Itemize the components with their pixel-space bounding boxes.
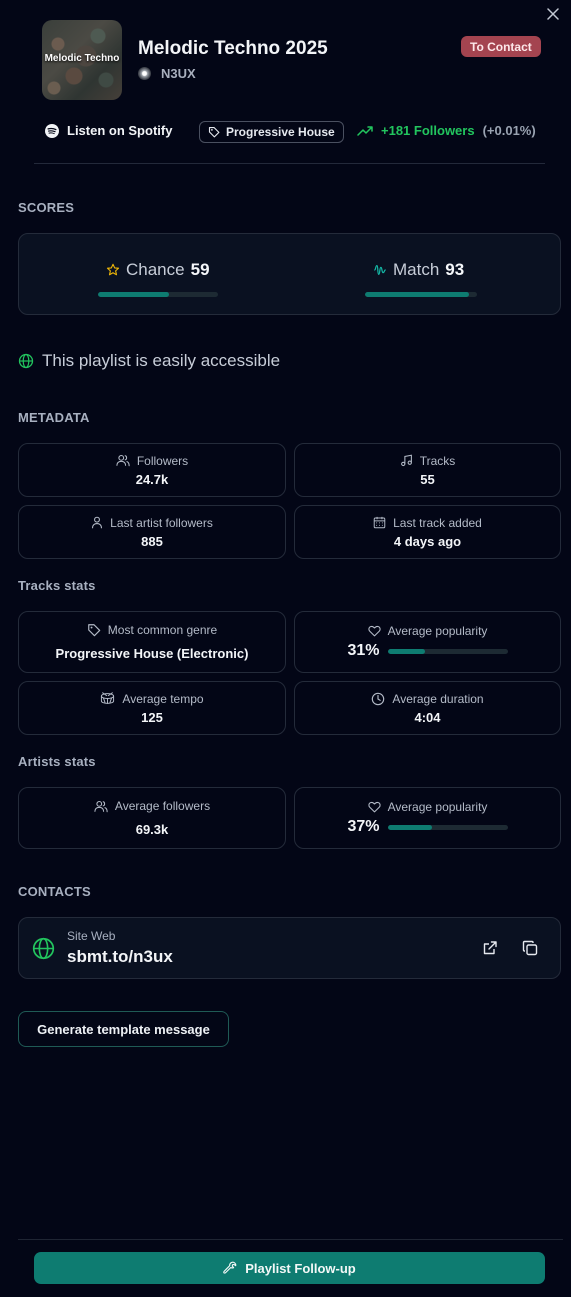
tracks-card: Tracks 55 [294, 443, 561, 497]
heart-icon [367, 801, 381, 813]
match-bar [365, 292, 477, 297]
close-icon [547, 8, 559, 20]
copy-icon [522, 940, 538, 956]
followers-card: Followers 24.7k [18, 443, 286, 497]
accessibility-note: This playlist is easily accessible [18, 351, 280, 371]
followers-delta-percent: (+0.01%) [482, 123, 536, 138]
match-label: Match [393, 260, 440, 279]
close-button[interactable] [543, 4, 563, 24]
status-badge[interactable]: To Contact [461, 36, 541, 57]
accessibility-text: This playlist is easily accessible [42, 351, 281, 370]
followers-delta-value: +181 Followers [381, 123, 475, 138]
last-track-added-card: Last track added 4 days ago [294, 505, 561, 559]
header-divider [34, 163, 545, 164]
average-followers-label: Average followers [114, 799, 211, 813]
chance-value: 59 [190, 260, 210, 279]
playlist-cover: Melodic Techno [42, 20, 122, 100]
website-contact-card: Site Web sbmt.to/n3ux [18, 917, 561, 979]
last-artist-followers-value: 885 [141, 533, 163, 549]
clock-icon [372, 692, 385, 705]
calendar-icon [373, 516, 386, 529]
listen-on-spotify-link[interactable]: Listen on Spotify [45, 123, 172, 138]
users-icon [94, 800, 108, 812]
scores-section-title: SCORES [18, 200, 75, 215]
average-duration-label: Average duration [392, 691, 484, 706]
artist-average-popularity-label: Average popularity [387, 800, 488, 814]
chance-score: Chance 59 [106, 260, 210, 280]
genre-tag-label: Progressive House [226, 125, 335, 139]
most-common-genre-value: Progressive House (Electronic) [55, 646, 249, 661]
copy-button[interactable] [522, 940, 540, 958]
wrench-icon [223, 1261, 237, 1274]
track-average-popularity-card: Average popularity 31% [294, 611, 561, 673]
playlist-follow-up-button[interactable]: Playlist Follow-up [34, 1252, 545, 1284]
genre-tag[interactable]: Progressive House [199, 121, 344, 143]
tag-icon [87, 624, 101, 637]
playlist-title: Melodic Techno 2025 [138, 38, 328, 59]
artist-average-popularity-card: Average popularity 37% [294, 787, 561, 849]
drum-icon [101, 692, 115, 704]
average-followers-card: Average followers 69.3k [18, 787, 286, 849]
average-tempo-label: Average tempo [122, 691, 204, 706]
artist-popularity-bar-fill [387, 824, 432, 830]
generate-template-button[interactable]: Generate template message [18, 1011, 229, 1047]
track-popularity-bar-fill [387, 648, 425, 654]
spotify-label: Listen on Spotify [67, 123, 173, 138]
tracks-stats-section-title: Tracks stats [18, 578, 96, 593]
scores-card: Chance 59 Match 93 [18, 233, 561, 315]
chance-bar-fill [98, 292, 169, 297]
artist-name: N3UX [161, 66, 196, 81]
artist-avatar [138, 67, 151, 80]
website-label: Site Web [67, 929, 116, 943]
tag-icon [208, 126, 220, 138]
last-track-added-value: 4 days ago [393, 533, 462, 549]
track-popularity-bar [387, 648, 508, 654]
last-artist-followers-label: Last artist followers [110, 515, 213, 530]
followers-value: 24.7k [135, 471, 169, 487]
average-tempo-card: Average tempo 125 [18, 681, 286, 735]
cover-title: Melodic Techno [44, 53, 120, 64]
most-common-genre-label: Most common genre [107, 623, 218, 637]
tracks-label: Tracks [419, 453, 456, 468]
spotify-icon [45, 123, 59, 138]
globe-icon [32, 937, 55, 960]
external-link-icon [483, 941, 497, 955]
user-icon [92, 516, 103, 529]
followers-delta: +181 Followers (+0.01%) [357, 123, 536, 138]
match-bar-fill [365, 292, 470, 297]
track-average-popularity-label: Average popularity [387, 624, 488, 638]
most-common-genre-card: Most common genre Progressive House (Ele… [18, 611, 286, 673]
artists-stats-section-title: Artists stats [18, 754, 96, 769]
average-duration-card: Average duration 4:04 [294, 681, 561, 735]
last-track-added-label: Last track added [393, 515, 482, 530]
followers-label: Followers [136, 453, 189, 468]
track-average-popularity-value: 31% [347, 642, 380, 659]
open-link-button[interactable] [482, 940, 500, 958]
artist-popularity-bar [387, 824, 508, 830]
follow-up-label: Playlist Follow-up [245, 1260, 356, 1276]
average-duration-value: 4:04 [414, 709, 441, 725]
users-icon [116, 454, 130, 467]
music-note-icon [400, 454, 412, 467]
artist-average-popularity-value: 37% [347, 818, 380, 835]
star-icon [106, 263, 120, 276]
heart-icon [367, 625, 381, 637]
website-url[interactable]: sbmt.to/n3ux [67, 947, 173, 966]
artist-row[interactable]: N3UX [138, 66, 196, 81]
chance-label: Chance [126, 260, 185, 279]
footer-divider [18, 1239, 563, 1240]
trending-up-icon [357, 125, 373, 136]
chance-bar [98, 292, 218, 297]
globe-icon [18, 353, 34, 369]
match-value: 93 [445, 260, 465, 279]
contacts-section-title: CONTACTS [18, 884, 91, 899]
audio-wave-icon [374, 265, 386, 275]
average-tempo-value: 125 [141, 709, 163, 725]
tracks-value: 55 [420, 471, 435, 487]
average-followers-value: 69.3k [135, 822, 169, 837]
match-score: Match 93 [373, 260, 464, 280]
last-artist-followers-card: Last artist followers 885 [18, 505, 286, 559]
metadata-section-title: METADATA [18, 410, 90, 425]
